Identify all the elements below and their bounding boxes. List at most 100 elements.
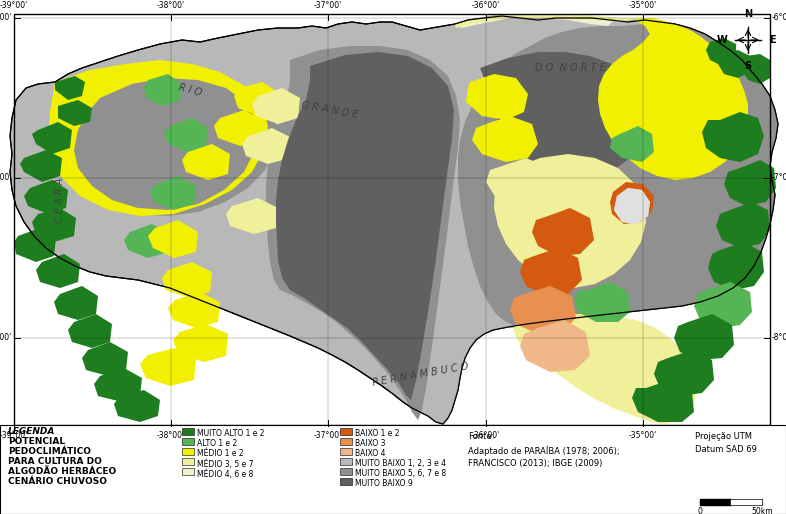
Text: 50km: 50km: [751, 507, 773, 514]
Polygon shape: [144, 74, 182, 106]
Polygon shape: [266, 46, 460, 420]
Bar: [340, 448, 352, 455]
Bar: [340, 468, 352, 475]
Bar: [340, 458, 352, 465]
Text: 0: 0: [697, 507, 703, 514]
Polygon shape: [466, 74, 528, 120]
Polygon shape: [10, 16, 778, 424]
Polygon shape: [708, 242, 764, 290]
Polygon shape: [610, 126, 654, 162]
Polygon shape: [456, 14, 778, 326]
Polygon shape: [68, 314, 112, 348]
Text: -39°00': -39°00': [0, 1, 28, 10]
Bar: [0, 425, 786, 514]
Polygon shape: [472, 116, 538, 162]
Text: ALGODÃO HERBÁCEO: ALGODÃO HERBÁCEO: [8, 467, 116, 476]
Bar: [182, 428, 194, 435]
Polygon shape: [214, 110, 262, 146]
Polygon shape: [455, 14, 616, 28]
Polygon shape: [420, 20, 752, 424]
Text: C E A R Á: C E A R Á: [55, 177, 65, 223]
Polygon shape: [36, 254, 80, 288]
Polygon shape: [694, 282, 752, 328]
Bar: [340, 438, 352, 445]
Polygon shape: [513, 314, 696, 424]
Polygon shape: [58, 100, 92, 126]
Polygon shape: [182, 144, 230, 180]
Text: PEDOCLIMÁTICO: PEDOCLIMÁTICO: [8, 447, 91, 456]
Text: -35°00': -35°00': [629, 431, 657, 440]
Polygon shape: [164, 118, 208, 152]
Polygon shape: [532, 208, 594, 256]
Polygon shape: [32, 122, 72, 154]
Polygon shape: [480, 52, 648, 180]
Polygon shape: [614, 188, 650, 224]
Text: MÉDIO 1 e 2: MÉDIO 1 e 2: [197, 449, 244, 458]
Polygon shape: [724, 160, 776, 206]
Text: PARA CULTURA DO: PARA CULTURA DO: [8, 457, 102, 466]
Polygon shape: [150, 176, 196, 210]
Text: -7°00': -7°00': [772, 174, 786, 182]
Text: -37°00': -37°00': [314, 1, 342, 10]
Text: -8°00': -8°00': [772, 334, 786, 342]
Text: Fonte:
Adaptado de PARAÍBA (1978; 2006);
FRANCISCO (2013); IBGE (2009): Fonte: Adaptado de PARAÍBA (1978; 2006);…: [468, 432, 619, 468]
Polygon shape: [32, 208, 76, 242]
Text: BAIXO 3: BAIXO 3: [355, 439, 385, 448]
Polygon shape: [140, 348, 196, 386]
Bar: [182, 468, 194, 475]
Text: -7°00': -7°00': [0, 174, 12, 182]
Bar: [182, 458, 194, 465]
Polygon shape: [520, 248, 582, 296]
Bar: [340, 428, 352, 435]
Polygon shape: [226, 198, 278, 234]
Polygon shape: [740, 54, 770, 84]
Polygon shape: [94, 368, 142, 402]
Polygon shape: [455, 14, 640, 28]
Polygon shape: [718, 50, 750, 78]
Text: MUITO BAIXO 1, 2, 3 e 4: MUITO BAIXO 1, 2, 3 e 4: [355, 459, 446, 468]
Polygon shape: [54, 286, 98, 320]
Text: BAIXO 1 e 2: BAIXO 1 e 2: [355, 429, 399, 438]
Text: E: E: [769, 35, 776, 45]
Text: G R A N D E: G R A N D E: [301, 100, 359, 120]
Polygon shape: [234, 82, 278, 116]
Polygon shape: [674, 314, 734, 360]
Polygon shape: [420, 14, 778, 424]
Polygon shape: [610, 182, 654, 224]
Polygon shape: [706, 38, 736, 66]
Text: POTENCIAL: POTENCIAL: [8, 437, 65, 446]
Text: -36°00': -36°00': [472, 1, 500, 10]
Text: -6°00': -6°00': [0, 13, 12, 23]
Polygon shape: [614, 188, 650, 224]
Text: -35°00': -35°00': [629, 1, 657, 10]
Text: Projeção UTM
Datum SAD 69: Projeção UTM Datum SAD 69: [695, 432, 757, 453]
Text: S: S: [744, 61, 751, 71]
Polygon shape: [632, 380, 694, 422]
Polygon shape: [173, 324, 228, 362]
Polygon shape: [494, 154, 646, 288]
Polygon shape: [716, 202, 770, 248]
Text: MUITO BAIXO 9: MUITO BAIXO 9: [355, 479, 413, 488]
Text: -38°00': -38°00': [157, 431, 185, 440]
Text: N: N: [744, 9, 752, 19]
Polygon shape: [114, 390, 160, 422]
Text: LEGENDA: LEGENDA: [8, 427, 55, 436]
Polygon shape: [70, 74, 278, 216]
Text: MUITO BAIXO 5, 6, 7 e 8: MUITO BAIXO 5, 6, 7 e 8: [355, 469, 446, 478]
Text: CENÁRIO CHUVOSO: CENÁRIO CHUVOSO: [8, 477, 107, 486]
Text: MUITO ALTO 1 e 2: MUITO ALTO 1 e 2: [197, 429, 265, 438]
Polygon shape: [510, 286, 576, 334]
Polygon shape: [55, 76, 85, 100]
Polygon shape: [654, 350, 714, 396]
Text: D O  N O R T E: D O N O R T E: [534, 63, 605, 73]
Text: R I O: R I O: [178, 82, 203, 98]
Bar: [182, 438, 194, 445]
Text: -36°00': -36°00': [472, 431, 500, 440]
Polygon shape: [82, 342, 128, 376]
Polygon shape: [486, 158, 556, 208]
Text: -8°00': -8°00': [0, 334, 12, 342]
Text: MÉDIO 3, 5 e 7: MÉDIO 3, 5 e 7: [197, 459, 254, 468]
Polygon shape: [20, 150, 62, 182]
Polygon shape: [598, 18, 748, 180]
Polygon shape: [276, 52, 454, 400]
